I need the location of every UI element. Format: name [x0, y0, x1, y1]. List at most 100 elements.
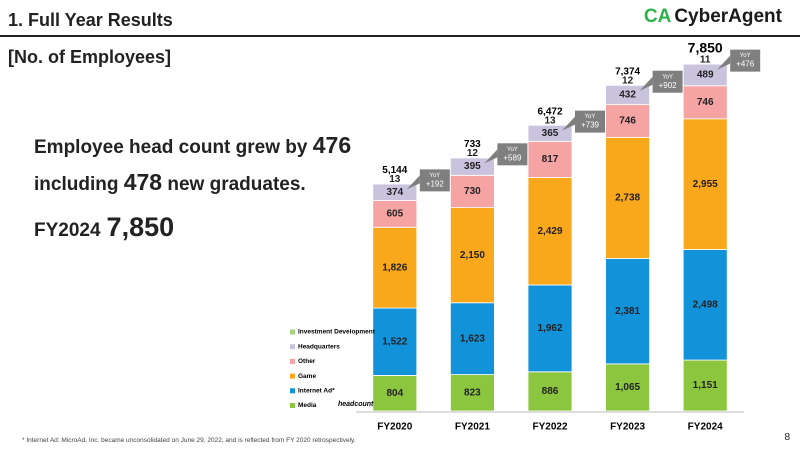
data-label: 489 [697, 70, 714, 81]
summary-label: FY2024 [34, 220, 101, 241]
yoy-value: +476 [736, 60, 755, 69]
data-label: 1,065 [615, 382, 640, 393]
bar-segment [682, 85, 728, 120]
unit-note: headcount [338, 401, 374, 408]
data-label: 746 [697, 97, 714, 108]
data-label: 605 [386, 209, 403, 220]
yoy-pointer [639, 76, 653, 91]
data-label: 374 [386, 187, 403, 198]
data-label: 395 [464, 161, 481, 172]
header-rule [0, 35, 800, 37]
bar-segment [449, 207, 495, 304]
data-label: 746 [619, 115, 636, 126]
legend-label: Investment Development [298, 329, 376, 336]
page-number: 8 [784, 432, 790, 443]
yoy-box [419, 169, 450, 192]
summary: FY2024 7,850 [34, 212, 174, 243]
data-label: 1,962 [537, 323, 562, 334]
data-label: 11 [700, 54, 711, 65]
total-label: 733 [464, 139, 481, 150]
data-label: 13 [544, 115, 556, 126]
yoy-value: +192 [426, 179, 445, 188]
data-label: 2,738 [615, 193, 640, 204]
x-tick-label: FY2024 [688, 422, 723, 433]
data-label: 1,826 [382, 262, 407, 273]
yoy-box [575, 110, 605, 133]
bar-segment [682, 118, 728, 250]
data-label: 1,151 [693, 380, 718, 391]
data-label: 2,381 [615, 306, 640, 317]
bar-segment [372, 375, 418, 412]
logo-text: CyberAgent [674, 6, 782, 27]
yoy-value: +902 [659, 81, 678, 90]
legend-swatch [290, 329, 295, 335]
yoy-value: +739 [581, 121, 600, 130]
data-label: 365 [542, 128, 559, 139]
yoy-pointer [562, 116, 575, 131]
data-label: 2,429 [537, 226, 562, 237]
data-label: 12 [622, 75, 634, 86]
data-label: 1,623 [460, 333, 485, 344]
headline-text: new graduates. [167, 174, 306, 195]
x-tick-label: FY2022 [532, 422, 567, 433]
data-label: 804 [386, 388, 403, 399]
bar-segment [449, 174, 495, 209]
yoy-value: +589 [503, 153, 522, 162]
bar-segment [372, 226, 418, 309]
header-title: 1. Full Year Results [8, 10, 173, 30]
yoy-box [730, 49, 761, 72]
data-label: 13 [389, 174, 401, 185]
footnote: * Internet Ad: MicroAd, Inc. became unco… [22, 437, 356, 444]
headline-text: Employee head count grew by [34, 137, 308, 158]
legend-swatch [290, 344, 295, 350]
yoy-label: YoY [585, 114, 596, 120]
x-tick-label: FY2023 [610, 422, 645, 433]
total-label: 6,472 [537, 106, 562, 117]
yoy-label: YoY [429, 173, 440, 179]
bar-segment [682, 359, 728, 412]
legend-label: Headquarters [298, 343, 340, 350]
legend-label: Game [298, 373, 316, 380]
yoy-pointer [406, 175, 420, 190]
data-label: 730 [464, 186, 481, 197]
yoy-pointer [484, 149, 498, 164]
legend-swatch [290, 388, 295, 394]
bar-segment [449, 302, 495, 375]
legend-label: Internet Ad* [298, 388, 335, 395]
data-label: 2,955 [693, 179, 718, 190]
legend-label: Other [298, 358, 316, 365]
yoy-label: YoY [507, 147, 518, 153]
bar-segment [527, 284, 573, 373]
total-label: 5,144 [382, 165, 407, 176]
yoy-box [652, 70, 683, 93]
total-label: 7,850 [688, 39, 723, 55]
data-label: 1,522 [382, 336, 407, 347]
bar-segment [449, 374, 495, 412]
data-label: 2,498 [693, 299, 718, 310]
headline: Employee head count grew by 476 includin… [34, 128, 351, 202]
legend-swatch [290, 373, 295, 379]
headline-text: including [34, 174, 119, 195]
legend-swatch [290, 358, 295, 364]
x-tick-label: FY2020 [377, 422, 412, 433]
legend-label: Media [298, 402, 317, 409]
data-label: 823 [464, 387, 481, 398]
headline-number: 476 [312, 132, 352, 158]
x-tick-label: FY2021 [455, 422, 490, 433]
logo: CA CyberAgent [643, 6, 782, 27]
legend-swatch [290, 403, 295, 408]
yoy-pointer [717, 55, 731, 70]
yoy-box [497, 143, 528, 166]
bar-segment [372, 307, 418, 376]
bar-segment [605, 103, 650, 138]
data-label: 817 [542, 154, 559, 165]
bar-segment [527, 177, 573, 286]
headline-number: 478 [123, 169, 163, 195]
yoy-label: YoY [740, 53, 751, 59]
data-label: 2,150 [460, 250, 485, 261]
total-label: 7,374 [615, 66, 640, 77]
bar-segment [605, 136, 650, 259]
data-label: 432 [619, 89, 636, 100]
